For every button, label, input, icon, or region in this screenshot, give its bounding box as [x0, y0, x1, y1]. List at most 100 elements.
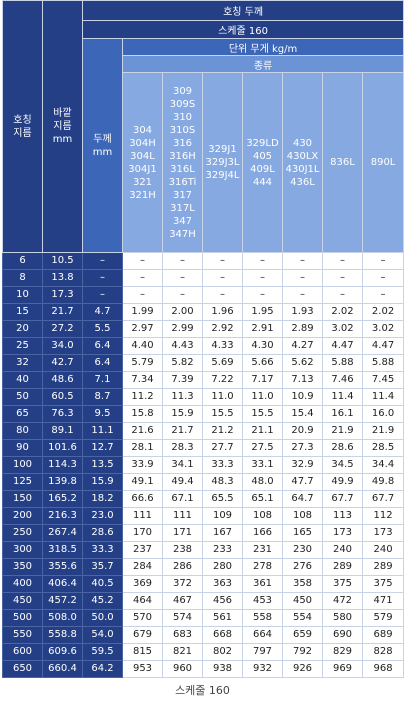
data-cell: 76.3: [42, 405, 83, 423]
data-cell: 16.0: [361, 405, 405, 423]
data-cell: –: [162, 269, 203, 287]
data-cell: 28.3: [162, 439, 203, 457]
data-cell: –: [242, 286, 283, 304]
data-cell: 11.4: [361, 388, 405, 406]
data-cell: 4.7: [82, 303, 123, 321]
data-cell: 33.3: [82, 541, 123, 559]
data-cell: –: [162, 252, 203, 270]
data-cell: 558: [242, 609, 283, 627]
data-cell: 400: [2, 575, 43, 593]
data-cell: 5.79: [122, 354, 163, 372]
header-cell: 호칭 두께: [81, 0, 405, 21]
data-cell: 6.4: [82, 354, 123, 372]
data-cell: 48.0: [242, 473, 283, 491]
data-cell: 28.6: [322, 439, 363, 457]
data-cell: 15.5: [242, 405, 283, 423]
data-cell: 100: [2, 456, 43, 474]
data-cell: 659: [282, 626, 323, 644]
header-line: 430J1L: [285, 163, 320, 175]
data-cell: 238: [162, 541, 203, 559]
data-cell: 289: [322, 558, 363, 576]
type-cell: 890L: [361, 72, 405, 253]
data-cell: 17.3: [42, 286, 83, 304]
data-row: 250 267.4 28.6 170 171 167 166 165 173 173: [2, 524, 405, 542]
data-cell: 54.0: [82, 626, 123, 644]
data-cell: 363: [202, 575, 243, 593]
data-cell: 89.1: [42, 422, 83, 440]
header-line: mm: [52, 134, 73, 145]
data-cell: 173: [361, 524, 405, 542]
data-cell: 27.2: [42, 320, 83, 338]
data-cell: 4.30: [242, 337, 283, 355]
header-line: 317: [172, 189, 193, 201]
data-cell: 467: [162, 592, 203, 610]
data-cell: 11.1: [82, 422, 123, 440]
data-cell: 457.2: [42, 592, 83, 610]
header-cell: 종류: [121, 55, 405, 73]
data-cell: 49.1: [122, 473, 163, 491]
data-cell: 66.6: [122, 490, 163, 508]
header-line: 329LD: [246, 137, 279, 149]
data-row: 150 165.2 18.2 66.6 67.1 65.5 65.1 64.7 67.7 67.7: [2, 490, 405, 508]
header-line: 444: [252, 176, 273, 188]
data-cell: 173: [322, 524, 363, 542]
data-cell: 289: [361, 558, 405, 576]
data-cell: 65.5: [202, 490, 243, 508]
data-cell: 15.4: [282, 405, 323, 423]
data-cell: 125: [2, 473, 43, 491]
data-cell: 15.5: [202, 405, 243, 423]
data-cell: 108: [282, 507, 323, 525]
data-cell: 21.7: [42, 303, 83, 321]
data-cell: 558.8: [42, 626, 83, 644]
type-cell: 836L: [322, 72, 363, 253]
data-cell: 28.5: [361, 439, 405, 457]
data-cell: 108: [242, 507, 283, 525]
data-cell: –: [242, 269, 283, 287]
data-cell: 372: [162, 575, 203, 593]
type-cell: 329J1 329J3L 329J4L: [202, 72, 243, 253]
data-cell: 15: [2, 303, 43, 321]
data-cell: 165: [282, 524, 323, 542]
header-line: 405: [252, 150, 273, 162]
data-cell: 361: [242, 575, 283, 593]
data-row: 125 139.8 15.9 49.1 49.4 48.3 48.0 47.7 49.9 49.8: [2, 473, 405, 491]
data-cell: 200: [2, 507, 43, 525]
data-cell: 11.0: [202, 388, 243, 406]
data-cell: 9.5: [82, 405, 123, 423]
header-line: 304J1: [128, 163, 157, 175]
data-cell: 5.82: [162, 354, 203, 372]
data-cell: 28.6: [82, 524, 123, 542]
data-cell: 500: [2, 609, 43, 627]
data-cell: 5.5: [82, 320, 123, 338]
header-row: 304 304H 304L 304J1 321 321H 309 309S 310 310S 316…: [3, 72, 405, 253]
data-cell: 5.88: [361, 354, 405, 372]
data-cell: 67.7: [361, 490, 405, 508]
header-cell: 단위 무게 kg/m: [121, 38, 405, 56]
data-cell: 139.8: [42, 473, 83, 491]
header-line: 329J4L: [205, 170, 240, 181]
data-row: 25 34.0 6.4 4.40 4.43 4.33 4.30 4.27 4.47 4.47: [2, 337, 405, 355]
data-cell: 42.7: [42, 354, 83, 372]
data-cell: 49.9: [322, 473, 363, 491]
data-cell: 114.3: [42, 456, 83, 474]
data-cell: 1.93: [282, 303, 323, 321]
data-cell: 48.6: [42, 371, 83, 389]
data-cell: 276: [282, 558, 323, 576]
data-cell: 7.17: [242, 371, 283, 389]
data-cell: 350: [2, 558, 43, 576]
data-cell: 112: [361, 507, 405, 525]
header-line: 317L: [170, 202, 195, 214]
header-line: 호칭: [13, 114, 32, 126]
data-cell: 375: [322, 575, 363, 593]
data-cell: 550: [2, 626, 43, 644]
data-cell: 47.7: [282, 473, 323, 491]
data-cell: –: [202, 286, 243, 304]
data-cell: 318.5: [42, 541, 83, 559]
header-line: 두께: [93, 133, 112, 145]
data-cell: 2.99: [162, 320, 203, 338]
data-cell: 34.5: [322, 456, 363, 474]
data-cell: 815: [122, 643, 163, 661]
data-cell: –: [361, 286, 405, 304]
header-line: 316L: [170, 163, 195, 175]
header-line: 지름: [13, 127, 32, 139]
